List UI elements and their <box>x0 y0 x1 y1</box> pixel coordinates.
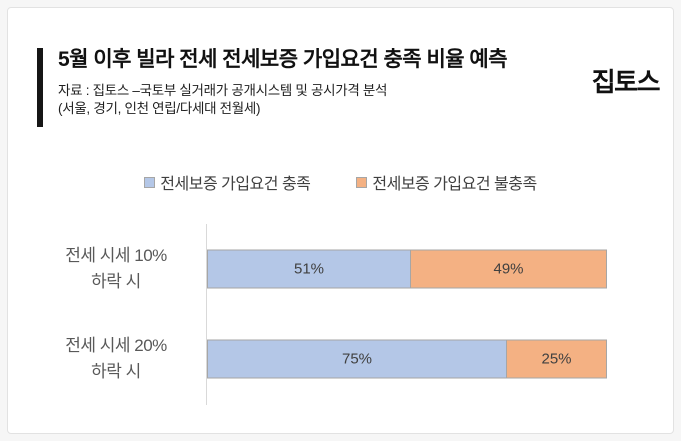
bar-segment: 25% <box>507 339 607 379</box>
category-label-line: 하락 시 <box>91 362 141 381</box>
legend-label: 전세보증 가입요건 충족 <box>160 176 311 193</box>
stacked-bar: 75% 25% <box>207 339 607 379</box>
chart-row: 전세 시세 20% 하락 시 75% 25% <box>8 314 673 404</box>
source-note-line2: (서울, 경기, 인천 연립/다세대 전월세) <box>58 101 261 116</box>
bar-value-label: 49% <box>493 260 524 278</box>
source-note: 자료 : 집토스 –국토부 실거래가 공개시스템 및 공시가격 분석 (서울, … <box>58 82 387 118</box>
stacked-bar: 51% 49% <box>207 249 607 289</box>
chart-plot: 전세 시세 10% 하락 시 51% 49% 전세 시세 20% 하락 시 75% 25% <box>8 224 673 405</box>
bar-segment: 51% <box>207 249 411 289</box>
category-label-line: 전세 시세 10% <box>65 246 167 265</box>
ziptoss-logo: 집토스 <box>591 67 661 97</box>
bar-segment: 49% <box>411 249 607 289</box>
category-label-line: 전세 시세 20% <box>65 336 167 355</box>
chart-row: 전세 시세 10% 하락 시 51% 49% <box>8 224 673 314</box>
bar-segment: 75% <box>207 339 507 379</box>
category-label: 전세 시세 10% 하락 시 <box>36 243 196 295</box>
source-note-line1: 자료 : 집토스 –국토부 실거래가 공개시스템 및 공시가격 분석 <box>58 83 388 98</box>
legend-swatch-icon <box>356 176 368 188</box>
category-label-line: 하락 시 <box>91 272 141 291</box>
bar-value-label: 25% <box>541 350 572 368</box>
chart-legend: 전세보증 가입요건 충족 전세보증 가입요건 불충족 <box>8 170 673 194</box>
category-label: 전세 시세 20% 하락 시 <box>36 333 196 385</box>
category-axis-line <box>206 224 207 405</box>
page-title: 5월 이후 빌라 전세 전세보증 가입요건 충족 비율 예측 <box>58 48 508 71</box>
legend-item: 전세보증 가입요건 충족 <box>144 170 311 194</box>
title-accent-bar <box>37 48 43 127</box>
bar-value-label: 51% <box>293 260 325 278</box>
legend-item: 전세보증 가입요건 불충족 <box>356 170 537 194</box>
bar-value-label: 75% <box>341 350 373 368</box>
legend-swatch-icon <box>144 176 156 188</box>
legend-label: 전세보증 가입요건 불충족 <box>372 176 537 193</box>
infographic-card: 5월 이후 빌라 전세 전세보증 가입요건 충족 비율 예측 자료 : 집토스 … <box>7 7 674 434</box>
